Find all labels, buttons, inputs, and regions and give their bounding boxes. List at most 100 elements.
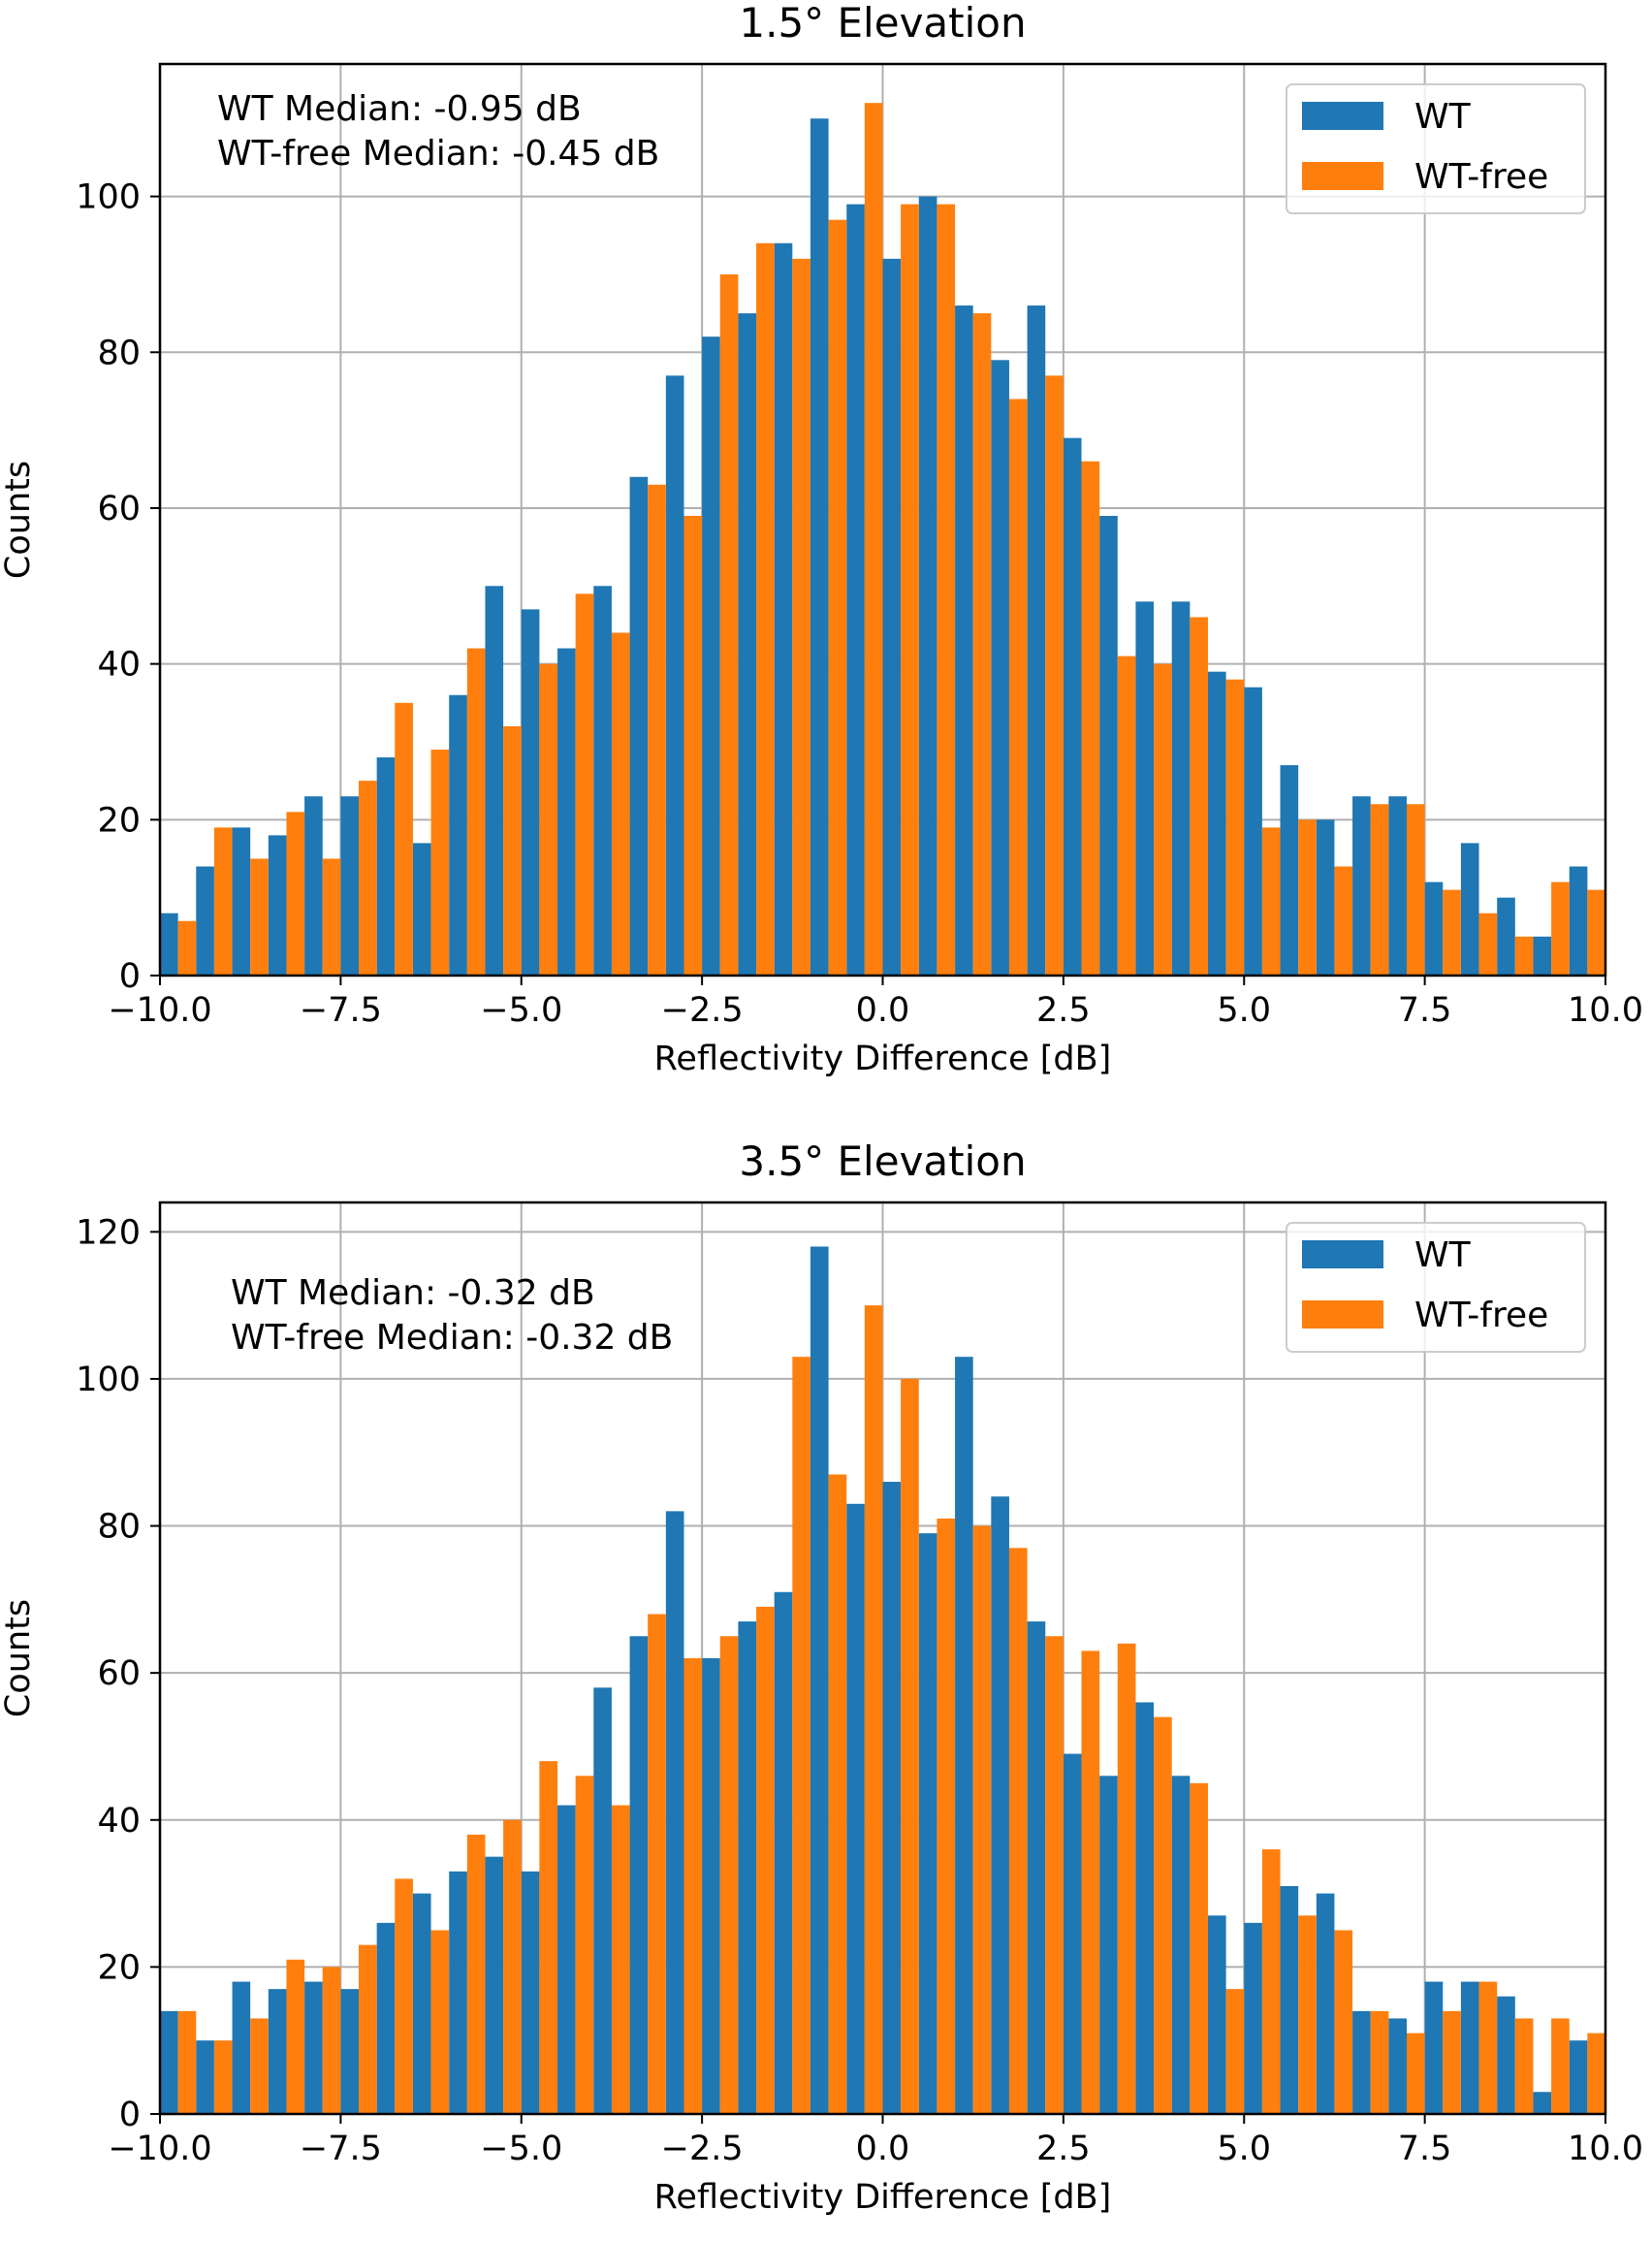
bar-wt-2 bbox=[232, 1981, 251, 2114]
bar-wt-10 bbox=[521, 1871, 540, 2114]
bar-wt-26 bbox=[1099, 515, 1118, 976]
bar-wt-free-25 bbox=[1081, 461, 1100, 976]
bar-wt-15 bbox=[702, 336, 720, 976]
bar-wt-22 bbox=[955, 305, 973, 976]
bar-wt-25 bbox=[1063, 1753, 1082, 2114]
bar-wt-free-34 bbox=[1406, 2033, 1425, 2114]
x-axis-label: Reflectivity Difference [dB] bbox=[654, 1040, 1112, 1078]
chart-panel-3.5-elevation: −10.0 −7.5 −5.0 −2.5 0.0 2.5 5.0 7.5 10.0 0 20 40 60… bbox=[0, 1137, 1643, 2217]
y-tick-label: 40 bbox=[97, 1802, 141, 1841]
bar-wt-37 bbox=[1497, 897, 1515, 976]
bar-wt-6 bbox=[376, 757, 396, 976]
bar-wt-free-35 bbox=[1443, 2010, 1461, 2114]
bar-wt-free-19 bbox=[864, 103, 883, 976]
bar-wt-free-12 bbox=[611, 1805, 630, 2114]
bar-wt-free-21 bbox=[937, 1518, 956, 2114]
bar-wt-13 bbox=[629, 476, 649, 976]
bar-wt-9 bbox=[485, 1856, 504, 2114]
bar-wt-25 bbox=[1063, 437, 1082, 977]
x-tick-label: 2.5 bbox=[1036, 991, 1091, 1030]
x-tick-label: −10.0 bbox=[108, 2130, 211, 2168]
bar-wt-11 bbox=[557, 648, 576, 976]
bars bbox=[160, 1246, 1605, 2114]
bar-wt-free-13 bbox=[648, 1614, 666, 2114]
bar-wt-30 bbox=[1244, 687, 1262, 976]
bar-wt-free-38 bbox=[1551, 881, 1570, 976]
bar-wt-free-26 bbox=[1117, 1643, 1136, 2114]
bar-wt-free-9 bbox=[503, 725, 522, 976]
bar-wt-18 bbox=[810, 1246, 829, 2114]
bar-wt-free-11 bbox=[575, 1776, 594, 2114]
bar-wt-free-1 bbox=[213, 827, 233, 976]
bar-wt-31 bbox=[1280, 1886, 1299, 2114]
x-tick-label: −2.5 bbox=[661, 2130, 744, 2168]
bar-wt-free-12 bbox=[611, 632, 630, 976]
bar-wt-21 bbox=[918, 196, 937, 977]
bar-wt-free-3 bbox=[286, 812, 305, 976]
y-tick-label: 20 bbox=[97, 801, 141, 840]
legend-label-wt: WT bbox=[1414, 97, 1472, 137]
bar-wt-5 bbox=[340, 1989, 360, 2114]
bar-wt-free-22 bbox=[972, 313, 992, 977]
bar-wt-free-37 bbox=[1514, 2018, 1534, 2114]
chart-title: 3.5° Elevation bbox=[739, 1137, 1026, 1185]
bar-wt-free-16 bbox=[756, 1606, 775, 2114]
y-axis-label: Counts bbox=[0, 1599, 38, 1717]
x-tick-label: 10.0 bbox=[1568, 991, 1643, 1030]
bar-wt-free-26 bbox=[1117, 656, 1136, 976]
bar-wt-free-27 bbox=[1154, 663, 1172, 976]
bar-wt-free-30 bbox=[1261, 1849, 1281, 2114]
bar-wt-free-36 bbox=[1478, 913, 1498, 976]
bar-wt-free-38 bbox=[1551, 2018, 1570, 2114]
bar-wt-free-30 bbox=[1261, 827, 1281, 976]
bar-wt-17 bbox=[774, 1591, 793, 2114]
bar-wt-free-8 bbox=[466, 648, 486, 976]
bar-wt-31 bbox=[1280, 765, 1299, 976]
bar-wt-free-24 bbox=[1045, 1636, 1064, 2114]
bar-wt-free-28 bbox=[1190, 1782, 1208, 2114]
bar-wt-4 bbox=[304, 1981, 323, 2114]
bar-wt-36 bbox=[1460, 843, 1479, 976]
bar-wt-0 bbox=[160, 2010, 178, 2114]
legend-label-wt-free: WT-free bbox=[1414, 157, 1548, 197]
bar-wt-2 bbox=[232, 827, 251, 976]
legend-label-wt: WT bbox=[1414, 1235, 1472, 1275]
bar-wt-29 bbox=[1207, 671, 1226, 976]
bar-wt-11 bbox=[557, 1805, 576, 2114]
bar-wt-free-4 bbox=[322, 858, 341, 976]
bar-wt-3 bbox=[268, 835, 287, 976]
bar-wt-7 bbox=[412, 843, 431, 976]
bar-wt-14 bbox=[665, 375, 684, 976]
bar-wt-27 bbox=[1135, 601, 1155, 976]
bar-wt-free-1 bbox=[213, 2040, 233, 2114]
bar-wt-free-18 bbox=[828, 219, 847, 976]
bar-wt-free-23 bbox=[1008, 399, 1028, 976]
bar-wt-34 bbox=[1388, 2018, 1407, 2114]
bar-wt-9 bbox=[485, 586, 504, 976]
bar-wt-free-11 bbox=[575, 593, 594, 976]
bar-wt-free-2 bbox=[250, 858, 269, 976]
legend-swatch-wt-free bbox=[1302, 162, 1383, 190]
bar-wt-free-31 bbox=[1298, 1915, 1317, 2114]
bar-wt-16 bbox=[738, 313, 757, 977]
bar-wt-free-3 bbox=[286, 1959, 305, 2114]
median-annotation: WT-free Median: -0.32 dB bbox=[231, 1318, 673, 1358]
bar-wt-14 bbox=[665, 1511, 684, 2114]
bar-wt-17 bbox=[774, 242, 793, 977]
bar-wt-28 bbox=[1171, 601, 1191, 976]
x-tick-label: 2.5 bbox=[1036, 2130, 1091, 2168]
bar-wt-20 bbox=[882, 258, 902, 976]
bar-wt-free-31 bbox=[1298, 819, 1317, 976]
bar-wt-22 bbox=[955, 1357, 973, 2114]
bar-wt-free-0 bbox=[177, 920, 197, 976]
x-tick-label: 7.5 bbox=[1398, 2130, 1452, 2168]
y-tick-label: 80 bbox=[97, 334, 141, 372]
bar-wt-4 bbox=[304, 796, 323, 976]
bar-wt-free-14 bbox=[683, 1658, 703, 2114]
bar-wt-free-0 bbox=[177, 2010, 197, 2114]
legend-swatch-wt bbox=[1302, 1240, 1383, 1268]
bar-wt-1 bbox=[196, 866, 214, 976]
bar-wt-free-25 bbox=[1081, 1650, 1100, 2114]
bar-wt-free-17 bbox=[792, 258, 810, 976]
bar-wt-free-37 bbox=[1514, 936, 1534, 976]
